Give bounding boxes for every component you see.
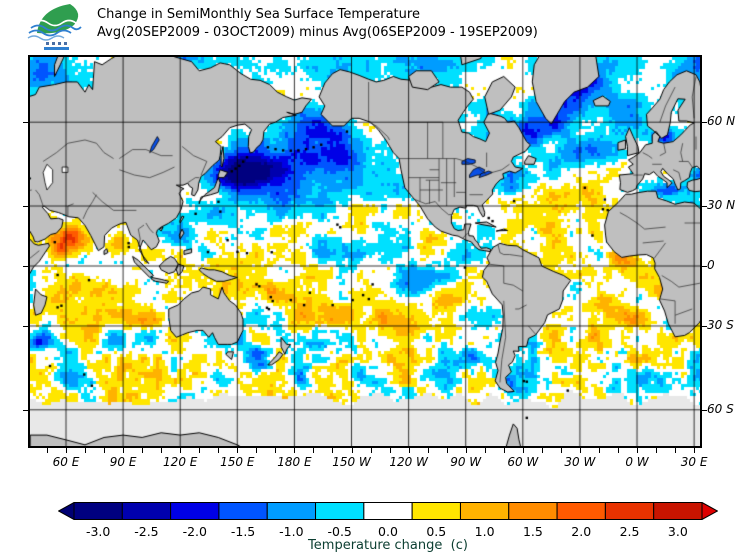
- axis-minor-tick: [617, 448, 619, 453]
- axis-minor-tick: [389, 448, 391, 453]
- colorbar-value-label: -2.5: [134, 524, 159, 539]
- lon-tick-label: 90 W: [450, 455, 482, 469]
- lat-tick-label: 30 N: [707, 198, 736, 213]
- lat-tick-label: 30 S: [707, 317, 734, 332]
- colorbar-segment: [604, 502, 655, 520]
- axis-tick: [702, 325, 707, 327]
- axis-minor-tick: [332, 448, 334, 453]
- axis-minor-tick: [465, 448, 467, 453]
- axis-minor-tick: [656, 448, 658, 453]
- lon-tick-label: 180 E: [277, 455, 312, 469]
- axis-tick: [23, 266, 28, 267]
- colorbar-value-label: 3.0: [667, 524, 688, 539]
- axis-minor-tick: [313, 448, 315, 453]
- colorbar-value-label: -2.0: [182, 524, 207, 539]
- axis-minor-tick: [598, 448, 600, 453]
- axis-minor-tick: [237, 448, 239, 453]
- lon-tick-label: 60 E: [52, 455, 80, 469]
- lat-tick-label: 0: [707, 258, 715, 272]
- axis-minor-tick: [446, 448, 448, 453]
- colorbar-caption: Temperature change (c): [308, 538, 468, 553]
- axis-minor-tick: [180, 448, 182, 453]
- map-frame: [28, 55, 702, 448]
- axis-minor-tick: [142, 448, 144, 453]
- axis-minor-tick: [275, 448, 277, 453]
- temperature-colorbar: [58, 502, 718, 520]
- lat-tick-label: 60 S: [707, 401, 734, 416]
- figure-title: Change in SemiMonthly Sea Surface Temper…: [97, 7, 420, 22]
- axis-minor-tick: [637, 448, 639, 453]
- axis-minor-tick: [104, 448, 106, 453]
- lon-tick-label: 120 W: [389, 455, 428, 469]
- colorbar-value-label: 1.5: [522, 524, 543, 539]
- axis-minor-tick: [199, 448, 201, 453]
- colorbar-left-arrow: [58, 502, 75, 520]
- axis-tick: [23, 206, 28, 208]
- axis-tick: [23, 409, 28, 411]
- lon-tick-label: 60 W: [507, 455, 539, 469]
- axis-minor-tick: [294, 448, 296, 453]
- colorbar-segment: [170, 502, 220, 520]
- lon-tick-label: 150 W: [332, 455, 371, 469]
- green-leaf-ocean-waves-logo: [27, 4, 85, 50]
- axis-tick: [23, 325, 28, 327]
- axis-minor-tick: [218, 448, 220, 453]
- colorbar-segment: [556, 502, 606, 520]
- colorbar-segment: [363, 502, 413, 520]
- axis-minor-tick: [427, 448, 429, 453]
- lon-tick-label: 30 W: [564, 455, 596, 469]
- lon-tick-label: 150 E: [220, 455, 255, 469]
- axis-minor-tick: [161, 448, 163, 453]
- colorbar-segment: [653, 502, 703, 520]
- axis-minor-tick: [46, 448, 48, 453]
- axis-minor-tick: [484, 448, 486, 453]
- axis-minor-tick: [256, 448, 258, 453]
- colorbar-segment: [121, 502, 172, 520]
- axis-tick: [702, 266, 707, 267]
- colorbar-segment: [73, 502, 123, 520]
- colorbar-segment: [508, 502, 558, 520]
- axis-minor-tick: [408, 448, 410, 453]
- colorbar-segment: [218, 502, 268, 520]
- lat-tick-label: 60 N: [707, 114, 736, 129]
- axis-tick: [23, 122, 28, 124]
- colorbar-right-arrow: [701, 502, 718, 520]
- colorbar-value-label: 0.0: [378, 524, 398, 539]
- colorbar-value-label: -1.5: [230, 524, 256, 539]
- colorbar-segment: [315, 502, 365, 520]
- axis-minor-tick: [351, 448, 353, 453]
- axis-tick: [702, 206, 707, 208]
- axis-minor-tick: [503, 448, 505, 453]
- lon-tick-label: 120 E: [163, 455, 198, 469]
- logo-caption-marks: [44, 42, 69, 50]
- colorbar-segment: [459, 502, 510, 520]
- axis-minor-tick: [560, 448, 562, 453]
- axis-minor-tick: [579, 448, 581, 453]
- axis-minor-tick: [522, 448, 524, 453]
- colorbar-segment: [411, 502, 461, 520]
- axis-minor-tick: [85, 448, 87, 453]
- axis-tick: [702, 122, 707, 124]
- colorbar-value-label: -3.0: [85, 524, 111, 539]
- colorbar-value-label: 2.5: [619, 524, 640, 539]
- axis-minor-tick: [675, 448, 677, 453]
- axis-minor-tick: [370, 448, 372, 453]
- axis-minor-tick: [541, 448, 543, 453]
- axis-tick: [702, 409, 707, 411]
- colorbar-value-label: 0.5: [426, 524, 447, 539]
- colorbar-value-label: 2.0: [571, 524, 592, 539]
- lon-tick-label: 0 W: [625, 455, 649, 469]
- lon-tick-label: 90 E: [109, 455, 137, 469]
- lon-tick-label: 30 E: [680, 455, 708, 469]
- colorbar-value-label: -1.0: [279, 524, 304, 539]
- world-sst-anomaly-map: [30, 57, 700, 446]
- figure-subtitle: Avg(20SEP2009 - 03OCT2009) minus Avg(06S…: [97, 25, 538, 40]
- axis-minor-tick: [694, 448, 696, 453]
- colorbar-value-label: 1.0: [474, 524, 495, 539]
- axis-minor-tick: [66, 448, 67, 453]
- colorbar-segment: [266, 502, 317, 520]
- axis-minor-tick: [123, 448, 125, 453]
- colorbar-value-label: -0.5: [327, 524, 352, 539]
